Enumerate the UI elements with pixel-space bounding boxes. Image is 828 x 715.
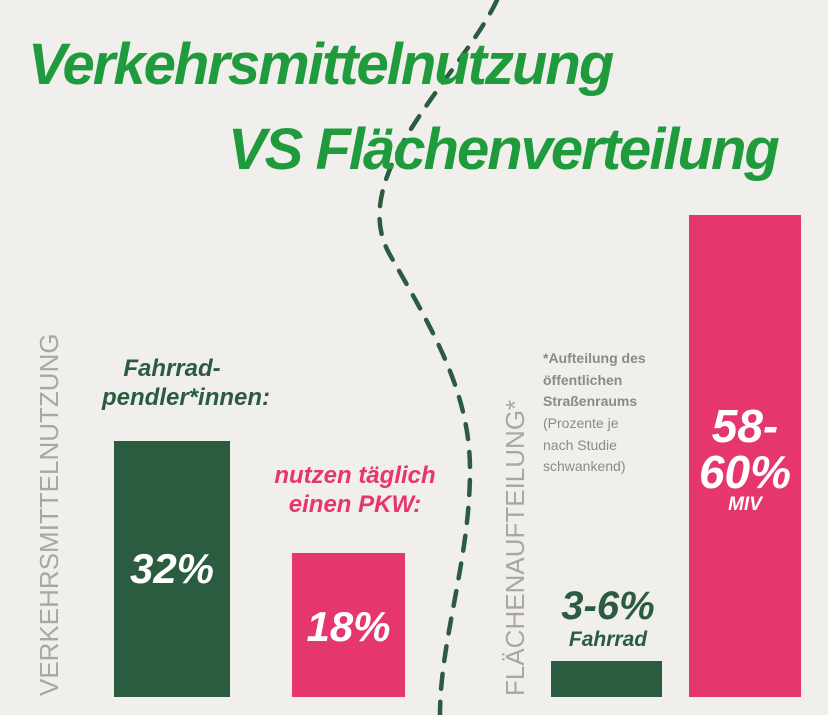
bar-label-car-area: 58- 60% MIV (689, 403, 801, 514)
bar-value-bike-area: 3-6% (561, 584, 655, 628)
bar-caption-cyclists: Fahrrad- pendler*innen: (102, 355, 271, 413)
bar-label-bike-area: 3-6% Fahrrad (548, 585, 668, 652)
caption-line: nutzen täglich (274, 462, 436, 489)
note-line: schwankend) (543, 458, 626, 475)
caption-line: einen PKW: (288, 490, 422, 518)
bar-car-area (689, 215, 801, 697)
bar-sublabel-bike-area: Fahrrad (568, 628, 648, 651)
bar-cyclists (114, 441, 230, 697)
note-line: öffentlichen (543, 371, 623, 388)
bar-caption-car-users: nutzen täglich einen PKW: (250, 462, 460, 520)
bar-value-car-area-2: 60% (698, 446, 792, 498)
note-line: Straßenraums (543, 393, 638, 410)
footnote: *Aufteilung des öffentlichen Straßenraum… (543, 348, 683, 478)
left-axis-label: VERKEHRSMITTELNUTZUNG (34, 333, 64, 696)
note-line: nach Studie (543, 436, 617, 453)
note-line: *Aufteilung des (543, 350, 646, 366)
bar-car-users (292, 553, 405, 697)
caption-line: Fahrrad- (123, 355, 221, 382)
title-line-2: VS Flächenverteilung (228, 117, 780, 182)
bar-value-cyclists: 32% (129, 545, 215, 592)
bar-value-car-users: 18% (306, 603, 391, 650)
right-axis-label: FLÄCHENAUFTEILUNG* (500, 399, 530, 696)
bar-bike-area (551, 660, 662, 697)
bar-value-car-area-1: 58- (711, 400, 779, 452)
note-line: (Prozente je (543, 415, 619, 432)
caption-line: pendler*innen: (102, 383, 271, 411)
title-line-1: Verkehrsmittelnutzung (28, 32, 614, 97)
bar-sublabel-car-area: MIV (728, 494, 762, 515)
